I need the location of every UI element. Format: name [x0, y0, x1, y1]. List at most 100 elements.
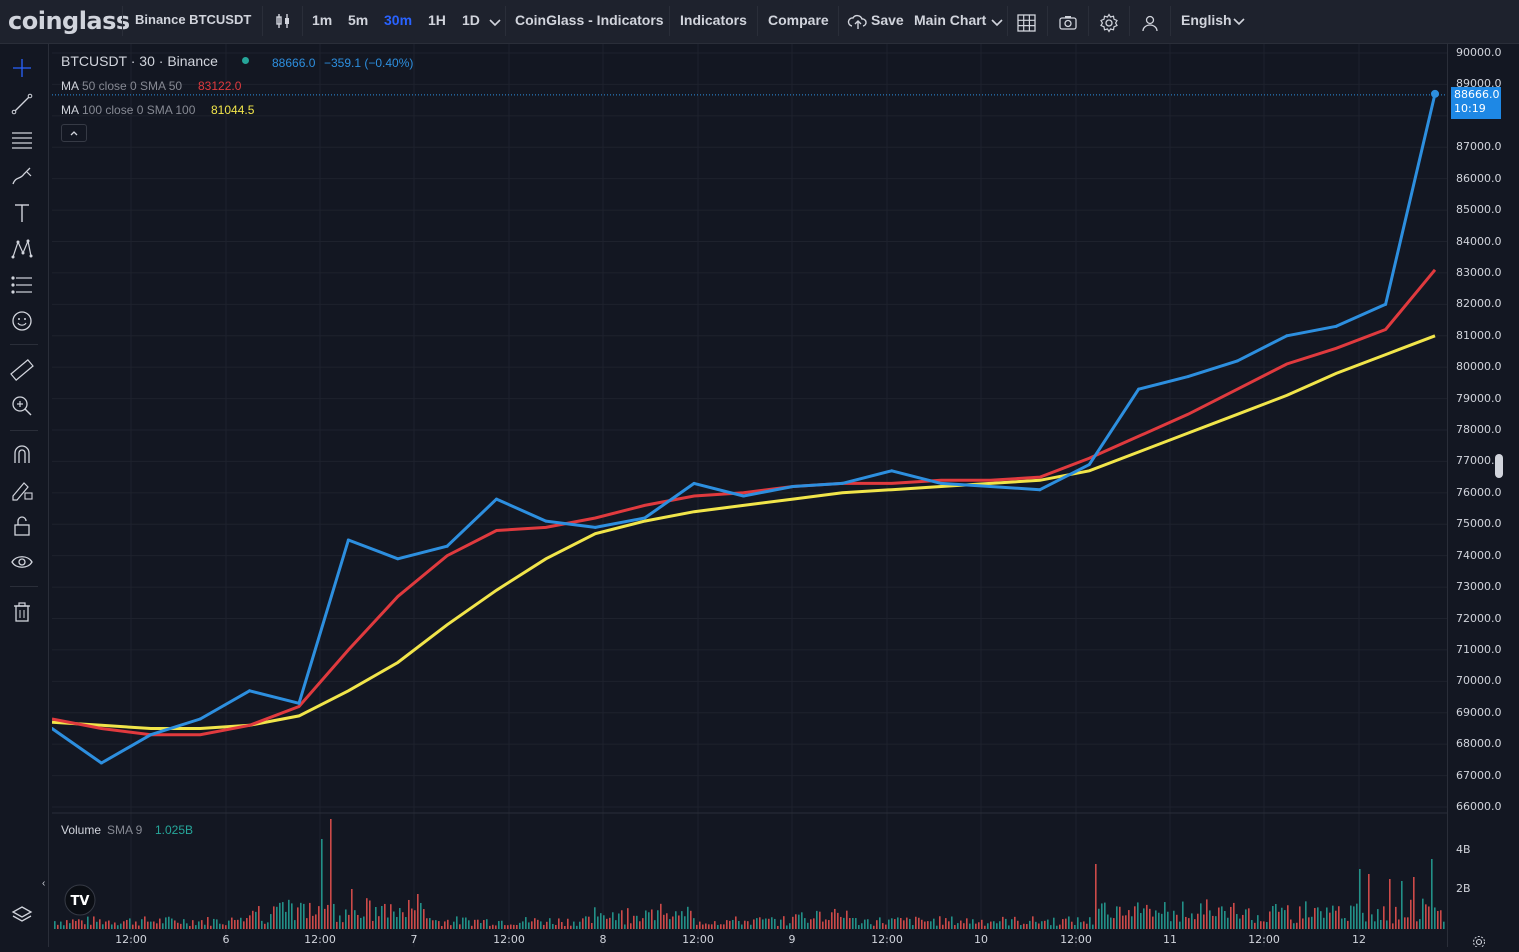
volume-bar	[960, 920, 962, 929]
volume-bar	[273, 906, 275, 929]
save-button[interactable]: Save	[871, 12, 904, 28]
volume-bar	[1155, 910, 1157, 929]
volume-bar	[141, 919, 143, 929]
user-icon[interactable]	[1139, 12, 1161, 34]
volume-bar	[267, 922, 269, 929]
brush-icon[interactable]	[10, 164, 34, 188]
candles-icon[interactable]	[272, 10, 294, 32]
ma50-line	[52, 268, 1437, 737]
eye-icon[interactable]	[10, 550, 34, 574]
volume-bar	[318, 906, 320, 929]
interval-1h[interactable]: 1H	[428, 12, 446, 28]
trend-line-icon[interactable]	[10, 92, 34, 116]
volume-name[interactable]: Volume	[61, 823, 102, 837]
volume-bar	[387, 917, 389, 929]
volume-bar	[1122, 915, 1124, 929]
volume-bar	[1233, 902, 1235, 929]
price-chart[interactable]: TV	[52, 44, 1447, 947]
volume-bar	[1338, 906, 1340, 929]
volume-bar	[270, 914, 272, 929]
stay-in-drawing-mode-icon[interactable]	[10, 478, 34, 502]
volume-bar	[1059, 924, 1061, 929]
symbol-search-button[interactable]: Binance BTCUSDT	[135, 12, 252, 27]
volume-bar	[1302, 918, 1304, 929]
volume-bar	[1314, 908, 1316, 929]
volume-bar	[1239, 918, 1241, 929]
volume-bar	[441, 925, 443, 929]
axis-scale-handle[interactable]	[1495, 454, 1503, 478]
volume-bar	[1257, 915, 1259, 929]
coinglass-logo[interactable]: coinglass	[8, 7, 130, 35]
zoom-in-icon[interactable]	[10, 394, 34, 418]
lock-icon[interactable]	[10, 514, 34, 538]
pattern-icon[interactable]	[10, 237, 34, 261]
magnet-icon[interactable]	[10, 442, 34, 466]
crosshair-icon[interactable]	[10, 56, 34, 80]
volume-bar	[1254, 922, 1256, 929]
volume-bar	[582, 918, 584, 929]
volume-bar	[354, 910, 356, 929]
volume-bar	[1230, 906, 1232, 929]
volume-bar	[708, 924, 710, 929]
compare-button[interactable]: Compare	[768, 12, 829, 28]
volume-bar	[207, 917, 209, 929]
ma50-name[interactable]: MA	[61, 79, 79, 93]
prediction-icon[interactable]	[10, 273, 34, 297]
scroll-left-icon[interactable]: ‹	[42, 878, 46, 889]
volume-bar	[1344, 917, 1346, 929]
volume-bar	[936, 925, 938, 929]
chevron-down-icon[interactable]	[986, 11, 1008, 33]
emoji-icon[interactable]	[10, 309, 34, 333]
volume-bar	[303, 903, 305, 929]
ma100-name[interactable]: MA	[61, 103, 79, 117]
volume-bar	[783, 916, 785, 929]
volume-bar	[1323, 917, 1325, 929]
volume-bar	[534, 918, 536, 929]
interval-1d[interactable]: 1D	[462, 12, 480, 28]
volume-bar	[1326, 907, 1328, 929]
volume-bar	[525, 917, 527, 929]
settings-gear-icon[interactable]	[1471, 934, 1487, 952]
interval-5m[interactable]: 5m	[348, 12, 369, 28]
indicator-templates-button[interactable]: CoinGlass - Indicators	[515, 12, 664, 28]
object-tree-icon[interactable]	[10, 904, 34, 928]
grid-layout-icon[interactable]	[1016, 12, 1038, 34]
price-axis[interactable]: 90000.089000.088000.087000.086000.085000…	[1447, 44, 1519, 947]
volume-bar	[603, 915, 605, 929]
chevron-down-icon[interactable]	[1228, 10, 1250, 32]
volume-bar	[225, 925, 227, 929]
volume-bar	[576, 925, 578, 929]
layout-select[interactable]: Main Chart	[914, 12, 987, 28]
price-point	[396, 557, 400, 561]
interval-30m[interactable]: 30m	[384, 12, 413, 28]
volume-bar	[558, 918, 560, 929]
volume-bar	[1203, 914, 1205, 929]
volume-bar	[972, 919, 974, 929]
volume-bar	[636, 915, 638, 929]
interval-1m[interactable]: 1m	[312, 12, 333, 28]
volume-bar	[150, 921, 152, 929]
price-axis-tick: 81000.0	[1456, 328, 1502, 342]
camera-icon[interactable]	[1057, 12, 1079, 34]
collapse-legend-button[interactable]	[61, 124, 87, 142]
volume-bar	[1092, 924, 1094, 929]
volume-bar	[1236, 914, 1238, 929]
text-tool-icon[interactable]	[10, 201, 34, 225]
volume-bar	[795, 914, 797, 929]
ruler-icon[interactable]	[10, 358, 34, 382]
cloud-upload-icon[interactable]	[847, 11, 869, 33]
volume-bar	[1437, 910, 1439, 929]
volume-bar	[246, 918, 248, 929]
volume-bar	[1422, 898, 1424, 929]
volume-bar	[897, 917, 899, 929]
trash-icon[interactable]	[10, 600, 34, 624]
fib-retracement-icon[interactable]	[10, 128, 34, 152]
language-select[interactable]: English	[1181, 12, 1232, 28]
indicators-button[interactable]: Indicators	[680, 12, 747, 28]
price-point	[1334, 324, 1338, 328]
chevron-down-icon[interactable]	[484, 11, 506, 33]
volume-bar	[276, 906, 278, 929]
settings-gear-icon[interactable]	[1098, 12, 1120, 34]
volume-bar	[1392, 923, 1394, 929]
ma50-params: 50 close 0 SMA 50	[82, 79, 183, 93]
